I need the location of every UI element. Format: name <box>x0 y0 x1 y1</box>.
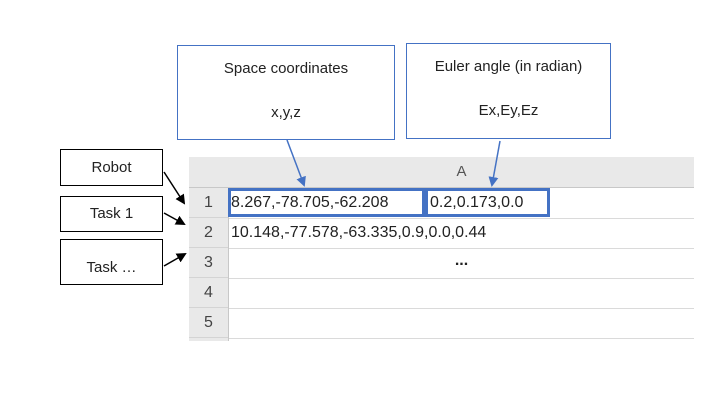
row-number-3[interactable]: 3 <box>189 248 228 278</box>
task-more-arrow <box>163 253 187 267</box>
row-separator <box>229 308 694 309</box>
row-number-4[interactable]: 4 <box>189 278 228 308</box>
coordinates-highlight <box>228 188 425 217</box>
cell-a3-ellipsis[interactable]: ... <box>454 252 469 269</box>
column-header-a[interactable]: A <box>456 163 467 180</box>
cell-a1-angles[interactable]: 0.2,0.173,0.0 <box>430 194 524 211</box>
row-separator <box>229 278 694 279</box>
row-separator <box>229 338 694 339</box>
spreadsheet: A 1 2 3 4 5 8.267,-78.705,-62.208 0.2,0.… <box>189 157 694 341</box>
row-separator <box>229 248 694 249</box>
task-more-label: Task … <box>60 239 163 285</box>
cell-a2[interactable]: 10.148,-77.578,-63.335,0.9,0.0,0.44 <box>231 224 487 241</box>
space-coordinates-title: Space coordinates <box>223 60 349 77</box>
row-separator <box>229 218 694 219</box>
row-number-2[interactable]: 2 <box>189 218 228 248</box>
task-more-label-text: Task … <box>86 259 137 276</box>
task-1-arrow <box>163 212 186 225</box>
task-1-label: Task 1 <box>60 196 163 232</box>
robot-arrow <box>163 171 186 205</box>
space-coordinates-vars: x,y,z <box>271 104 301 121</box>
euler-angle-vars: Ex,Ey,Ez <box>478 102 539 119</box>
row-number-5[interactable]: 5 <box>189 308 228 338</box>
row-number-1[interactable]: 1 <box>189 188 228 218</box>
cell-a1-coordinates[interactable]: 8.267,-78.705,-62.208 <box>231 194 389 211</box>
column-header-bar: A <box>189 157 694 188</box>
robot-label-text: Robot <box>91 159 132 176</box>
row-header-strip: 1 2 3 4 5 <box>189 188 229 341</box>
task-1-label-text: Task 1 <box>89 205 134 222</box>
euler-angle-callout: Euler angle (in radian) Ex,Ey,Ez <box>406 43 611 139</box>
euler-angles-highlight <box>425 188 550 217</box>
robot-label: Robot <box>60 149 163 186</box>
euler-angle-title: Euler angle (in radian) <box>434 58 583 75</box>
space-coordinates-callout: Space coordinates x,y,z <box>177 45 395 140</box>
